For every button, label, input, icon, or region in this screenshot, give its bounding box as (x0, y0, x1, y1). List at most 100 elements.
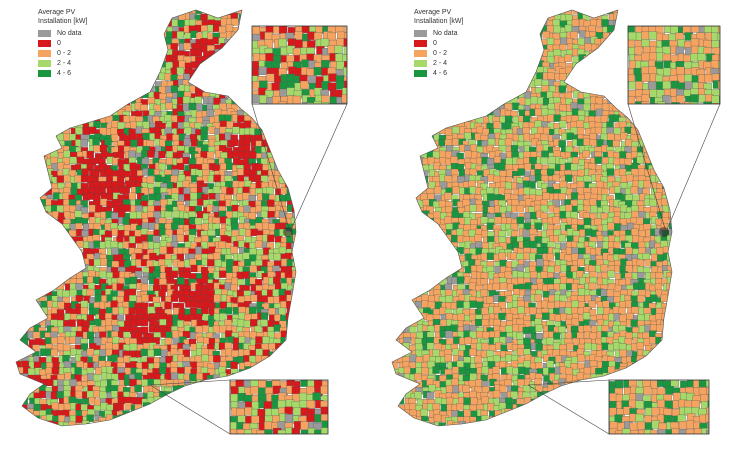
region-cell (650, 116, 658, 124)
region-cell (213, 174, 221, 182)
region-cell (165, 54, 173, 62)
region-cell (244, 78, 252, 87)
region-cell (280, 157, 288, 166)
region-cell (392, 38, 393, 47)
region-cell (649, 15, 657, 23)
region-cell (278, 10, 286, 16)
region-cell (118, 32, 126, 40)
region-cell (546, 37, 555, 46)
region-cell (297, 301, 304, 308)
region-cell (274, 116, 283, 124)
region-cell (404, 115, 413, 124)
region-cell (16, 97, 18, 106)
region-cell (459, 109, 467, 117)
region-cell (517, 168, 525, 176)
region-cell (482, 36, 490, 44)
region-cell (45, 272, 53, 280)
region-cell (516, 37, 525, 46)
region-cell (158, 38, 167, 46)
region-cell (661, 10, 669, 16)
region-cell (101, 20, 109, 29)
region-cell (452, 105, 460, 113)
region-cell (675, 122, 682, 129)
region-cell (286, 141, 294, 149)
region-cell (405, 79, 413, 88)
region-cell (116, 403, 124, 411)
region-cell (237, 115, 245, 123)
region-cell (89, 66, 97, 74)
region-cell (512, 10, 520, 14)
region-cell (474, 133, 482, 141)
region-cell (52, 235, 61, 244)
region-cell (572, 156, 580, 165)
region-cell (385, 111, 392, 118)
region-cell (644, 140, 652, 149)
region-cell (130, 69, 138, 77)
region-cell (606, 38, 614, 47)
region-cell (392, 115, 393, 123)
region-cell (299, 242, 306, 249)
region-cell (111, 44, 119, 52)
region-cell (517, 42, 525, 50)
region-cell (20, 74, 29, 83)
region-cell (63, 86, 72, 95)
region-cell (16, 12, 22, 20)
region-cell (410, 97, 418, 105)
region-cell (208, 422, 216, 426)
region-cell (166, 10, 174, 16)
region-cell (297, 307, 304, 314)
region-cell (16, 349, 22, 357)
region-cell (427, 86, 436, 94)
region-cell (612, 55, 621, 63)
region-cell (165, 229, 173, 237)
region-cell (65, 261, 73, 269)
region-cell (74, 174, 82, 183)
region-cell (58, 240, 66, 248)
region-cell (263, 122, 271, 130)
region-cell (398, 158, 406, 166)
region-cell (498, 54, 507, 62)
region-cell (249, 265, 257, 273)
region-cell (487, 68, 496, 76)
region-cell (495, 56, 503, 64)
region-cell (291, 330, 296, 339)
region-cell (440, 115, 448, 123)
region-cell (392, 87, 398, 95)
region-cell (512, 38, 520, 46)
region-cell (244, 180, 252, 188)
region-cell (135, 56, 144, 64)
region-cell (119, 96, 127, 105)
region-cell (286, 332, 294, 340)
region-cell (402, 141, 410, 149)
region-cell (523, 163, 532, 171)
region-cell (99, 91, 107, 99)
region-cell (183, 187, 191, 195)
region-cell (237, 33, 246, 41)
region-cell (62, 254, 71, 262)
region-cell (398, 133, 406, 141)
region-cell (147, 37, 156, 45)
region-cell (124, 92, 132, 100)
region-cell (644, 10, 653, 14)
region-cell (171, 222, 179, 231)
region-cell (267, 373, 275, 381)
region-cell (601, 56, 610, 64)
region-cell (16, 290, 24, 298)
region-cell (452, 111, 460, 119)
region-cell (232, 48, 240, 56)
region-cell (21, 306, 29, 315)
region-cell (134, 45, 143, 53)
region-cell (591, 62, 599, 71)
region-cell (392, 91, 399, 99)
region-cell (656, 128, 665, 137)
region-cell (624, 110, 632, 118)
region-cell (434, 79, 442, 87)
region-cell (28, 205, 36, 214)
region-cell (606, 168, 615, 176)
region-cell (231, 56, 240, 64)
region-cell (576, 62, 585, 70)
region-cell (570, 75, 578, 83)
region-cell (141, 379, 149, 387)
region-cell (56, 282, 65, 291)
region-cell (298, 146, 305, 153)
